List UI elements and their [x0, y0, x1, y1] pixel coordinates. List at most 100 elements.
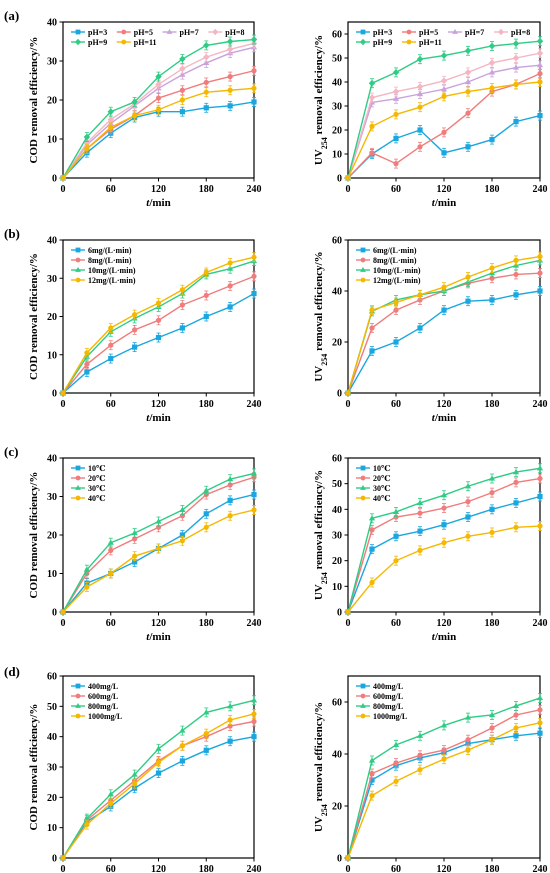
- data-point: [393, 760, 399, 766]
- y-tick-label: 10: [332, 582, 342, 593]
- data-point: [392, 69, 400, 76]
- x-tick-label: 0: [61, 864, 66, 873]
- chart-c-uv: 0 60 120 180 240 0 10 20 30 40 50 60 t/min UV254 remo…: [313, 454, 548, 644]
- y-tick-label: 40: [332, 287, 342, 298]
- series-line: [62, 735, 255, 859]
- data-point: [203, 59, 210, 66]
- legend-entry: 10℃: [88, 464, 106, 473]
- data-point: [179, 325, 185, 331]
- data-point: [60, 609, 66, 615]
- series-3: [345, 717, 543, 861]
- series-line: [347, 114, 541, 179]
- legend-entry: 12mg/(L·min): [88, 276, 136, 285]
- data-point: [417, 144, 423, 150]
- legend: 6mg/(L·min)8mg/(L·min)10mg/(L·min)12mg/(…: [356, 246, 421, 285]
- data-point: [465, 737, 471, 743]
- data-point: [227, 74, 233, 80]
- series-0: [345, 491, 543, 615]
- data-point: [251, 507, 257, 513]
- data-point: [489, 297, 495, 303]
- x-tick-label: 240: [247, 618, 262, 629]
- chart-c-cod: 0 60 120 180 240 0 10 20 30 40 t/min COD removal ef…: [28, 454, 262, 644]
- data-point: [251, 85, 257, 91]
- data-point: [513, 271, 519, 278]
- data-point: [131, 771, 138, 777]
- x-tick-label: 60: [391, 399, 401, 410]
- data-point: [227, 283, 233, 289]
- data-point: [179, 506, 186, 513]
- data-point: [489, 737, 495, 743]
- data-point: [84, 361, 90, 367]
- series-2: [344, 693, 544, 861]
- x-tick-label: 180: [485, 399, 500, 410]
- data-point: [179, 55, 186, 63]
- x-tick-label: 180: [199, 184, 214, 195]
- data-point: [179, 532, 185, 538]
- y-tick-label: 50: [332, 54, 342, 65]
- series-5: [345, 77, 543, 181]
- data-point: [179, 743, 185, 749]
- y-axis-label: UV254 removal efficiency/%: [313, 251, 329, 381]
- data-point: [489, 137, 495, 143]
- data-point: [155, 107, 162, 113]
- x-tick-label: 120: [151, 618, 166, 629]
- data-point: [440, 52, 448, 59]
- y-tick-label: 30: [332, 531, 342, 542]
- data-point: [441, 129, 447, 135]
- legend-swatch-marker: [75, 703, 81, 708]
- data-point: [440, 77, 448, 85]
- x-tick-label: 60: [106, 864, 116, 873]
- data-point: [345, 609, 351, 615]
- data-point: [369, 307, 375, 313]
- series-3: [60, 252, 257, 396]
- data-point: [369, 150, 375, 156]
- legend-swatch-marker: [75, 693, 81, 699]
- data-point: [84, 369, 90, 375]
- data-point: [393, 161, 399, 167]
- x-tick-label: 120: [437, 184, 452, 195]
- legend-swatch-marker: [75, 257, 81, 263]
- data-point: [488, 59, 496, 67]
- x-tick-label: 120: [437, 399, 452, 410]
- data-point: [203, 487, 210, 493]
- chart-a-uv: 0 60 120 180 240 0 10 20 30 40 50 60 t/min UV254 remo…: [313, 21, 548, 209]
- legend-swatch-marker: [360, 247, 366, 253]
- data-point: [250, 36, 258, 43]
- y-tick-label: 30: [47, 274, 57, 285]
- y-tick-label: 20: [332, 126, 342, 137]
- x-tick-label: 120: [151, 864, 166, 873]
- y-tick-label: 0: [52, 174, 57, 185]
- data-point: [203, 747, 209, 753]
- panel-label: (d): [4, 664, 20, 679]
- legend-swatch-marker: [75, 465, 81, 471]
- data-point: [465, 144, 471, 150]
- y-tick-label: 0: [52, 854, 57, 865]
- legend-entry: pH=5: [419, 28, 438, 37]
- data-point: [416, 732, 424, 738]
- data-point: [227, 265, 234, 271]
- data-point: [369, 546, 375, 552]
- legend-entry: 10℃: [373, 464, 391, 473]
- y-axis-label: COD removal efficiency/%: [28, 704, 40, 831]
- data-point: [488, 475, 496, 481]
- data-point: [513, 733, 519, 739]
- data-point: [84, 584, 90, 590]
- data-point: [465, 533, 471, 539]
- data-point: [203, 511, 209, 517]
- data-point: [440, 492, 448, 498]
- data-point: [537, 730, 543, 736]
- data-point: [345, 390, 351, 396]
- x-tick-label: 60: [106, 184, 116, 195]
- data-point: [416, 83, 424, 91]
- data-point: [512, 64, 520, 70]
- y-tick-label: 40: [47, 454, 57, 465]
- y-tick-label: 40: [332, 78, 342, 89]
- y-tick-label: 50: [332, 479, 342, 490]
- data-point: [537, 288, 543, 294]
- legend-entry: 30℃: [88, 484, 106, 493]
- data-point: [203, 731, 209, 737]
- y-axis-label: UV254 removal efficiency/%: [313, 470, 329, 600]
- data-point: [155, 759, 162, 766]
- x-tick-label: 60: [391, 864, 401, 873]
